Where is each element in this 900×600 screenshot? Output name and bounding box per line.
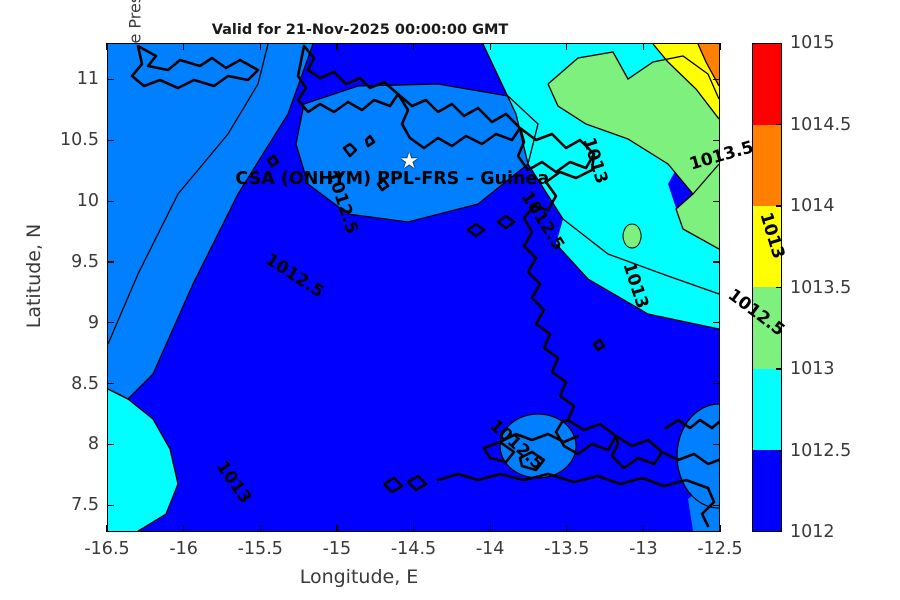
contour-plot-area bbox=[107, 43, 720, 532]
x-tick-mark bbox=[106, 43, 108, 50]
x-tick-label: -14 bbox=[475, 539, 505, 559]
y-tick-label: 8.5 bbox=[71, 373, 99, 394]
x-tick-mark bbox=[566, 43, 568, 50]
y-tick-mark bbox=[107, 322, 114, 324]
y-tick-mark bbox=[713, 443, 720, 446]
x-tick-label: -16 bbox=[169, 539, 198, 559]
x-tick-mark bbox=[489, 525, 491, 532]
y-tick-mark bbox=[713, 504, 720, 506]
y-tick-mark bbox=[107, 504, 114, 506]
x-tick-label: -13 bbox=[629, 539, 658, 559]
pressure-contour-map bbox=[108, 44, 719, 531]
x-tick-label: -16.5 bbox=[84, 539, 130, 559]
x-tick-mark bbox=[642, 43, 645, 50]
y-tick-label: 9 bbox=[87, 312, 99, 333]
x-tick-mark bbox=[566, 525, 568, 532]
colorbar-tick-label: 1012 bbox=[790, 522, 835, 542]
chart-title: Valid for 21-Nov-2025 00:00:00 GMT bbox=[211, 22, 509, 38]
colorbar-band bbox=[753, 449, 781, 531]
y-tick-label: 10.5 bbox=[60, 130, 99, 151]
colorbar-band bbox=[753, 44, 781, 126]
x-tick-label: -13.5 bbox=[544, 539, 590, 559]
x-tick-mark bbox=[336, 525, 338, 532]
x-tick-mark bbox=[412, 525, 415, 532]
y-tick-mark bbox=[713, 261, 720, 263]
colorbar-band bbox=[753, 206, 781, 288]
colorbar-band bbox=[753, 368, 781, 450]
y-tick-label: 7.5 bbox=[71, 495, 99, 516]
colorbar-tick-label: 1015 bbox=[790, 33, 835, 53]
colorbar-tick-mark bbox=[776, 368, 782, 370]
colorbar-tick-label: 1013.5 bbox=[790, 277, 852, 298]
x-tick-mark bbox=[642, 525, 645, 532]
colorbar-tick-label: 1014 bbox=[790, 196, 835, 216]
colorbar-tick-mark bbox=[776, 286, 782, 289]
colorbar-tick-label: 1014.5 bbox=[790, 114, 852, 135]
y-tick-mark bbox=[107, 261, 114, 263]
x-tick-mark bbox=[719, 525, 721, 532]
x-tick-mark bbox=[412, 43, 415, 50]
x-tick-mark bbox=[183, 525, 185, 532]
x-tick-mark bbox=[183, 43, 185, 50]
y-tick-mark bbox=[713, 139, 720, 141]
colorbar-tick-mark bbox=[776, 123, 782, 126]
colorbar-band bbox=[753, 125, 781, 207]
x-tick-mark bbox=[106, 525, 108, 532]
colorbar-tick-mark bbox=[776, 449, 782, 452]
x-tick-label: -14.5 bbox=[390, 539, 437, 559]
y-tick-label: 10 bbox=[76, 191, 99, 212]
x-tick-mark bbox=[336, 43, 338, 50]
x-tick-label: -15.5 bbox=[237, 539, 283, 559]
x-tick-label: -12.5 bbox=[697, 539, 743, 559]
y-tick-label: 9.5 bbox=[71, 251, 99, 272]
x-tick-label: -15 bbox=[322, 539, 352, 559]
x-tick-mark bbox=[259, 525, 261, 532]
station-marker: ★ bbox=[399, 149, 420, 175]
y-tick-mark bbox=[713, 200, 720, 202]
colorbar-tick-mark bbox=[776, 205, 782, 207]
x-axis-label: Longitude, E bbox=[299, 566, 419, 588]
y-tick-mark bbox=[107, 443, 114, 446]
y-tick-mark bbox=[107, 139, 114, 141]
x-tick-mark bbox=[719, 43, 721, 50]
y-tick-mark bbox=[107, 382, 114, 385]
y-axis-label: Latitude, N bbox=[23, 223, 45, 329]
y-tick-mark bbox=[713, 78, 720, 81]
colorbar-tick-label: 1012.5 bbox=[790, 440, 852, 461]
x-tick-mark bbox=[259, 43, 261, 50]
y-tick-label: 11 bbox=[76, 69, 99, 90]
y-tick-mark bbox=[713, 382, 720, 385]
colorbar-tick-label: 1013 bbox=[790, 359, 835, 379]
y-tick-mark bbox=[713, 322, 720, 324]
y-tick-mark bbox=[107, 200, 114, 202]
y-tick-mark bbox=[107, 78, 114, 81]
station-label: CSA (ONHYM) PPL-FRS – Guinea bbox=[235, 169, 550, 190]
y-tick-label: 8 bbox=[87, 434, 99, 455]
x-tick-mark bbox=[489, 43, 491, 50]
colorbar-band bbox=[753, 287, 781, 369]
